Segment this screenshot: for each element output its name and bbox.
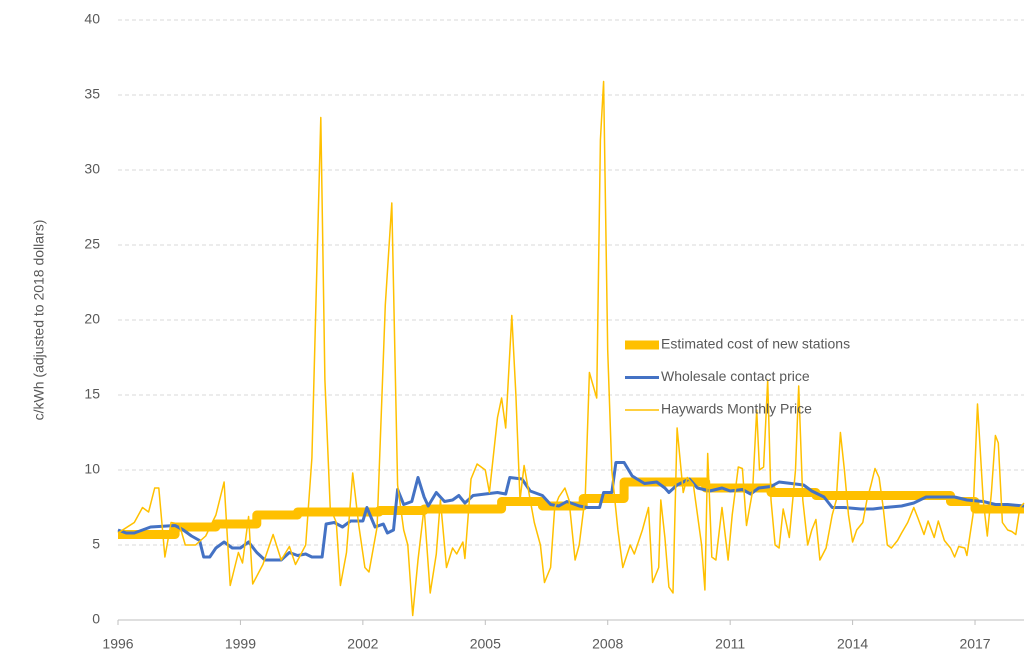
legend-label: Estimated cost of new stations (661, 336, 850, 352)
y-tick-label: 35 (84, 86, 100, 102)
x-tick-label: 2002 (347, 636, 378, 652)
series-line (117, 461, 1025, 562)
y-tick-label: 30 (84, 161, 100, 177)
legend-label: Wholesale contact price (661, 368, 810, 384)
x-tick-label: 1996 (102, 636, 133, 652)
x-tick-label: 2011 (715, 636, 745, 652)
x-tick-label: 1999 (225, 636, 256, 652)
series-line (117, 80, 1025, 617)
y-tick-label: 10 (84, 461, 100, 477)
y-tick-label: 25 (84, 236, 100, 252)
legend-label: Haywards Monthly Price (661, 401, 812, 417)
y-tick-label: 15 (84, 386, 100, 402)
y-tick-label: 0 (92, 611, 100, 627)
y-tick-label: 40 (84, 11, 100, 27)
x-tick-label: 2008 (592, 636, 623, 652)
y-tick-label: 5 (92, 536, 100, 552)
x-tick-label: 2005 (470, 636, 501, 652)
y-axis-label: c/kWh (adjusted to 2018 dollars) (31, 220, 47, 421)
y-tick-label: 20 (84, 311, 100, 327)
x-tick-label: 2017 (959, 636, 990, 652)
x-tick-label: 2014 (837, 636, 868, 652)
series-line (118, 477, 1024, 539)
